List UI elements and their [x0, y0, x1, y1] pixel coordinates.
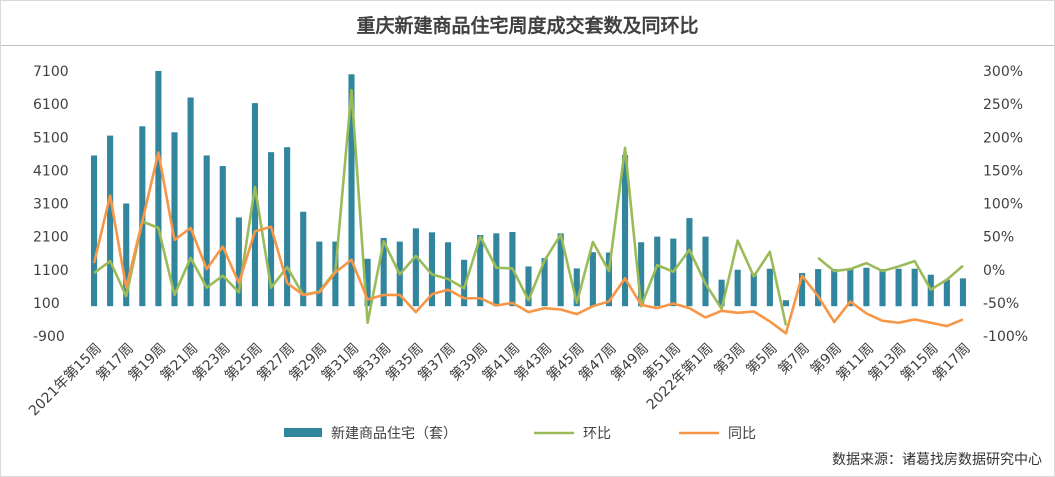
bar-42	[766, 268, 773, 307]
bar-40	[734, 269, 741, 307]
bar-25	[493, 233, 500, 307]
x-tick-label: 第5周	[743, 340, 781, 378]
bar-39	[718, 279, 725, 307]
bar-10	[251, 103, 259, 307]
legend-label-bar: 新建商品住宅（套）	[331, 426, 457, 442]
bar-45	[815, 269, 822, 307]
bar-14	[316, 241, 323, 307]
left-tick-label: 5100	[33, 130, 69, 146]
right-tick-label: 250%	[983, 97, 1023, 113]
bar-51	[911, 268, 918, 307]
bar-9	[235, 217, 242, 307]
data-source: 数据来源：诸葛找房数据研究中心	[832, 452, 1042, 468]
bar-29	[557, 233, 564, 307]
legend-swatch-bar	[284, 428, 322, 437]
chart-title: 重庆新建商品住宅周度成交套数及同环比	[356, 15, 699, 37]
title-divider	[1, 45, 1054, 46]
x-tick-label: 第7周	[775, 340, 813, 378]
bar-24	[477, 234, 484, 307]
bar-50	[895, 268, 902, 307]
bar-2	[123, 203, 130, 307]
right-tick-label: -50%	[983, 296, 1019, 312]
bar-5	[171, 132, 178, 307]
bar-22	[444, 242, 452, 307]
bar-7	[203, 155, 210, 307]
bar-49	[879, 269, 886, 307]
bar-30	[573, 268, 580, 307]
bar-41	[750, 273, 757, 307]
left-tick-label: 2100	[33, 230, 69, 246]
bar-18	[380, 237, 387, 307]
right-tick-label: 300%	[983, 64, 1023, 80]
right-tick-label: -100%	[983, 329, 1028, 345]
bar-43	[782, 300, 790, 307]
right-tick-label: 100%	[983, 197, 1023, 213]
bar-17	[364, 258, 371, 307]
left-tick-label: 3100	[33, 197, 69, 213]
bar-28	[541, 258, 548, 307]
mom-line-segment-0	[93, 88, 788, 326]
legend-label-mom: 环比	[583, 426, 611, 442]
bar-16	[348, 74, 355, 307]
bar-1	[107, 135, 114, 307]
right-tick-label: 200%	[983, 130, 1023, 146]
bar-8	[219, 166, 226, 307]
bar-21	[428, 232, 436, 307]
legend-label-yoy: 同比	[728, 426, 756, 442]
bar-38	[702, 236, 709, 307]
bar-27	[525, 266, 532, 307]
bar-6	[187, 97, 194, 307]
x-tick-label: 第3周	[710, 340, 748, 378]
left-tick-label: 4100	[33, 163, 69, 179]
left-tick-label: 6100	[33, 97, 69, 113]
bar-48	[863, 267, 870, 307]
x-tick-label: 2021年第15周	[25, 340, 105, 420]
bar-44	[798, 273, 806, 307]
bar-34	[638, 242, 645, 307]
bar-0	[90, 155, 98, 307]
right-tick-label: 0%	[983, 263, 1005, 279]
bar-33	[621, 155, 629, 307]
bar-31	[589, 252, 596, 307]
bar-37	[686, 218, 693, 307]
bar-12	[284, 147, 291, 307]
bar-46	[831, 269, 838, 307]
left-tick-label: -900	[33, 329, 65, 345]
left-tick-label: 100	[33, 296, 60, 312]
bar-32	[605, 252, 613, 307]
bar-4	[155, 71, 162, 307]
yoy-line-segment-0	[92, 151, 964, 335]
right-tick-label: 150%	[983, 163, 1023, 179]
right-tick-label: 50%	[983, 230, 1014, 246]
bar-54	[959, 278, 967, 307]
left-tick-label: 1100	[33, 263, 69, 279]
bar-13	[300, 211, 307, 307]
bar-35	[654, 236, 661, 307]
mom-line-segment-1	[817, 256, 964, 291]
bar-47	[847, 269, 854, 307]
left-tick-label: 7100	[33, 64, 69, 80]
bar-23	[461, 259, 468, 307]
bar-20	[412, 228, 419, 307]
bar-53	[943, 279, 950, 307]
